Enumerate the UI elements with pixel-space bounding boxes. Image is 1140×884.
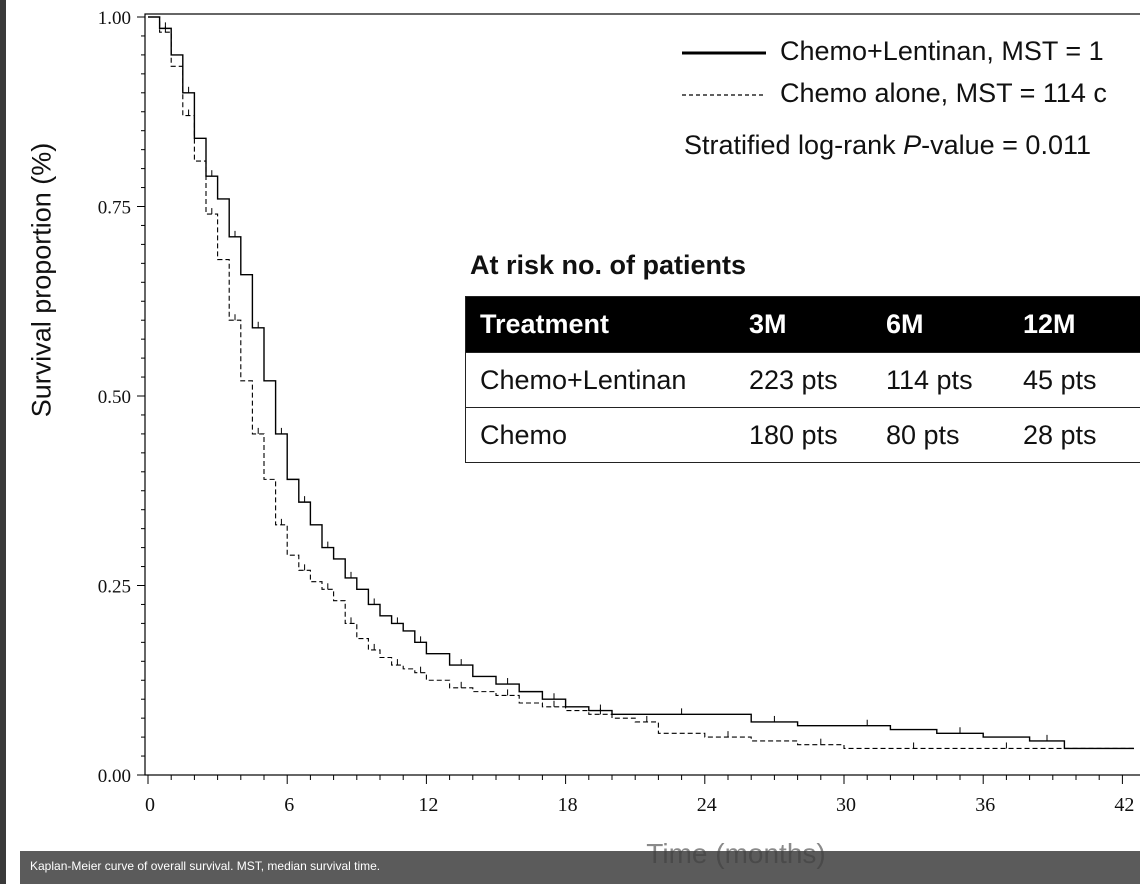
risk-header-6m: 6M (872, 296, 1009, 353)
risk-cell: 45 pts (1009, 352, 1140, 408)
risk-cell: 28 pts (1009, 407, 1140, 463)
legend-entry-chemo-lentinan: Chemo+Lentinan, MST = 1 (682, 36, 1104, 67)
risk-cell: 223 pts (735, 352, 872, 408)
risk-header-3m: 3M (735, 296, 872, 353)
image-caption: Kaplan-Meier curve of overall survival. … (20, 851, 1140, 884)
x-tick-label: 36 (975, 794, 995, 816)
risk-cell: Chemo (465, 407, 735, 463)
x-tick-label: 24 (697, 794, 717, 816)
legend-dashed-line-swatch (682, 94, 766, 96)
window-edge (0, 0, 6, 884)
y-axis-label: Survival proportion (%) (26, 142, 57, 418)
risk-header-12m: 12M (1009, 296, 1140, 353)
y-tick-label: 0.00 (98, 766, 131, 787)
x-tick-label: 0 (145, 794, 155, 816)
p-value-suffix: -value = 0.011 (921, 130, 1091, 160)
risk-table-header-row: Treatment 3M 6M 12M (465, 296, 1140, 353)
legend-label-chemo-alone: Chemo alone, MST = 114 c (780, 78, 1107, 108)
x-tick-label: 30 (836, 794, 856, 816)
risk-row-chemo-lentinan: Chemo+Lentinan 223 pts 114 pts 45 pts (465, 352, 1140, 408)
risk-cell: 114 pts (872, 352, 1009, 408)
x-tick-label: 12 (418, 794, 438, 816)
y-tick-label: 0.50 (98, 387, 131, 408)
risk-cell: Chemo+Lentinan (465, 352, 735, 408)
p-value-prefix: Stratified log-rank (684, 130, 904, 160)
risk-row-chemo: Chemo 180 pts 80 pts 28 pts (465, 407, 1140, 463)
legend-label-chemo-lentinan: Chemo+Lentinan, MST = 1 (780, 36, 1104, 66)
y-tick-label: 1.00 (98, 8, 131, 29)
log-rank-p-value: Stratified log-rank P-value = 0.011 (684, 130, 1091, 161)
y-tick-label: 0.75 (98, 198, 131, 219)
risk-header-treatment: Treatment (465, 296, 735, 353)
survival-curve-chemo-alone (148, 16, 1134, 750)
risk-table-title: At risk no. of patients (470, 250, 747, 280)
y-tick-label: 0.25 (98, 577, 131, 598)
x-tick-label: 18 (558, 794, 578, 816)
survival-curve-chemo-lentinan (148, 16, 1134, 750)
risk-table: Treatment 3M 6M 12M Chemo+Lentinan 223 p… (465, 296, 1140, 463)
x-tick-label: 6 (284, 794, 294, 816)
p-value-italic: P (903, 130, 922, 160)
risk-cell: 180 pts (735, 407, 872, 463)
risk-cell: 80 pts (872, 407, 1009, 463)
legend-entry-chemo-alone: Chemo alone, MST = 114 c (682, 78, 1107, 109)
plot-frame (144, 13, 1140, 776)
legend-solid-line-swatch (682, 51, 766, 55)
x-tick-label: 42 (1114, 794, 1134, 816)
